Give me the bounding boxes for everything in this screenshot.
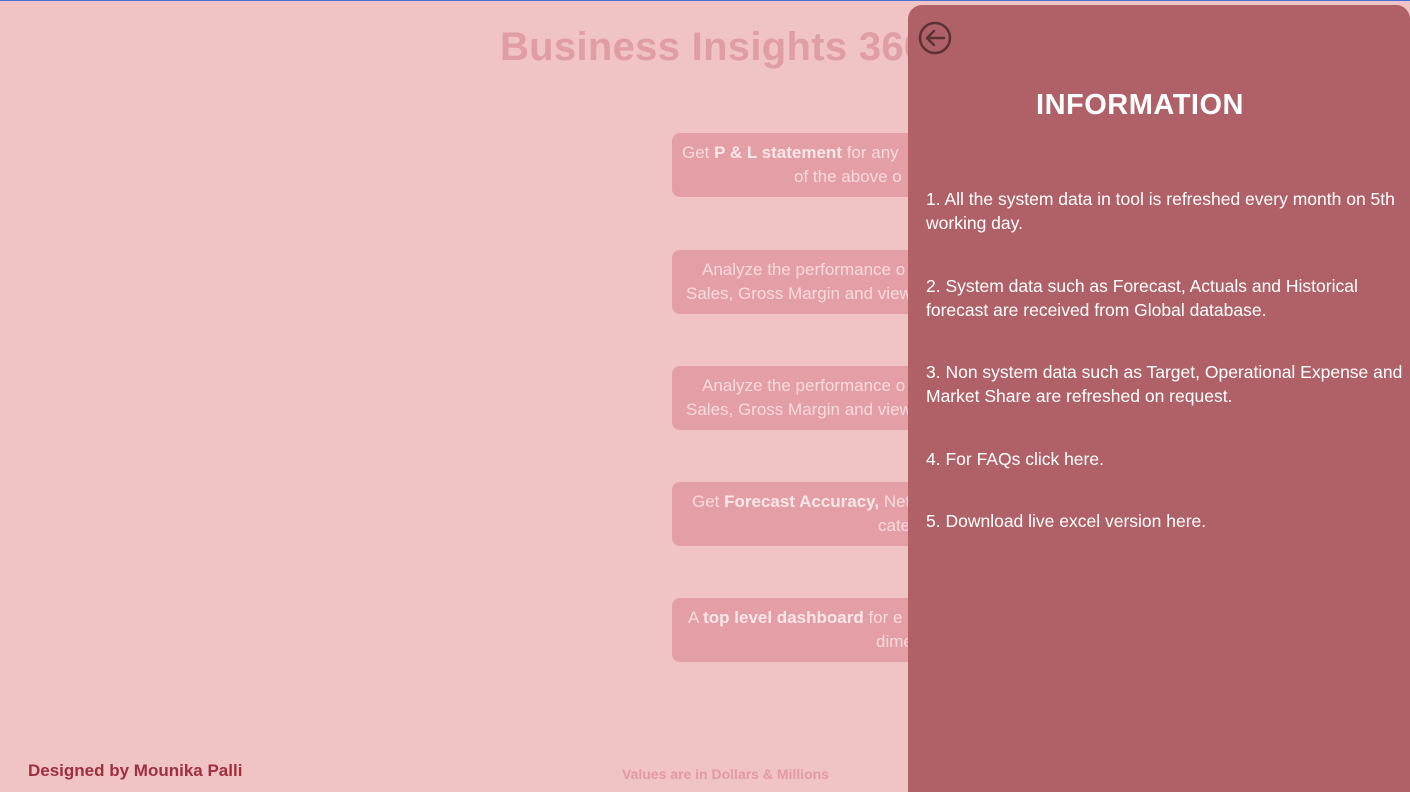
card-text: A: [688, 608, 704, 627]
card-text: for any: [841, 143, 899, 162]
card-text-line2: dime: [876, 632, 913, 651]
card-text: Analyze the performance o: [702, 376, 906, 395]
back-arrow-circle-icon[interactable]: [918, 21, 952, 55]
info-item: 1. All the system data in tool is refres…: [926, 189, 1395, 233]
units-footnote: Values are in Dollars & Millions: [622, 766, 829, 782]
card-text-line2: Sales, Gross Margin and view: [686, 284, 912, 303]
card-bold-text: Forecast Accuracy,: [724, 492, 880, 511]
page-title: Business Insights 360: [500, 25, 927, 69]
card-text-line2: Sales, Gross Margin and view: [686, 400, 912, 419]
card-bold-text: top level dashboard: [703, 608, 864, 627]
card-text: for e: [863, 608, 903, 627]
card-text: Net: [879, 492, 911, 511]
information-panel: INFORMATION 1. All the system data in to…: [908, 5, 1410, 792]
download-excel-link[interactable]: 5. Download live excel version here.: [926, 511, 1207, 531]
card-text: Get: [682, 143, 715, 162]
card-text: Analyze the performance o: [702, 260, 906, 279]
faq-link[interactable]: 4. For FAQs click here.: [926, 449, 1104, 469]
card-text-line2: of the above o: [794, 167, 902, 186]
info-item: 2. System data such as Forecast, Actuals…: [926, 276, 1358, 320]
card-text-line2: cate: [878, 516, 911, 535]
info-item: 3. Non system data such as Target, Opera…: [926, 362, 1403, 406]
card-bold-text: P & L statement: [714, 143, 842, 162]
panel-heading: INFORMATION: [1036, 89, 1244, 121]
designer-credit: Designed by Mounika Palli: [28, 761, 243, 780]
card-text: Get: [692, 492, 725, 511]
